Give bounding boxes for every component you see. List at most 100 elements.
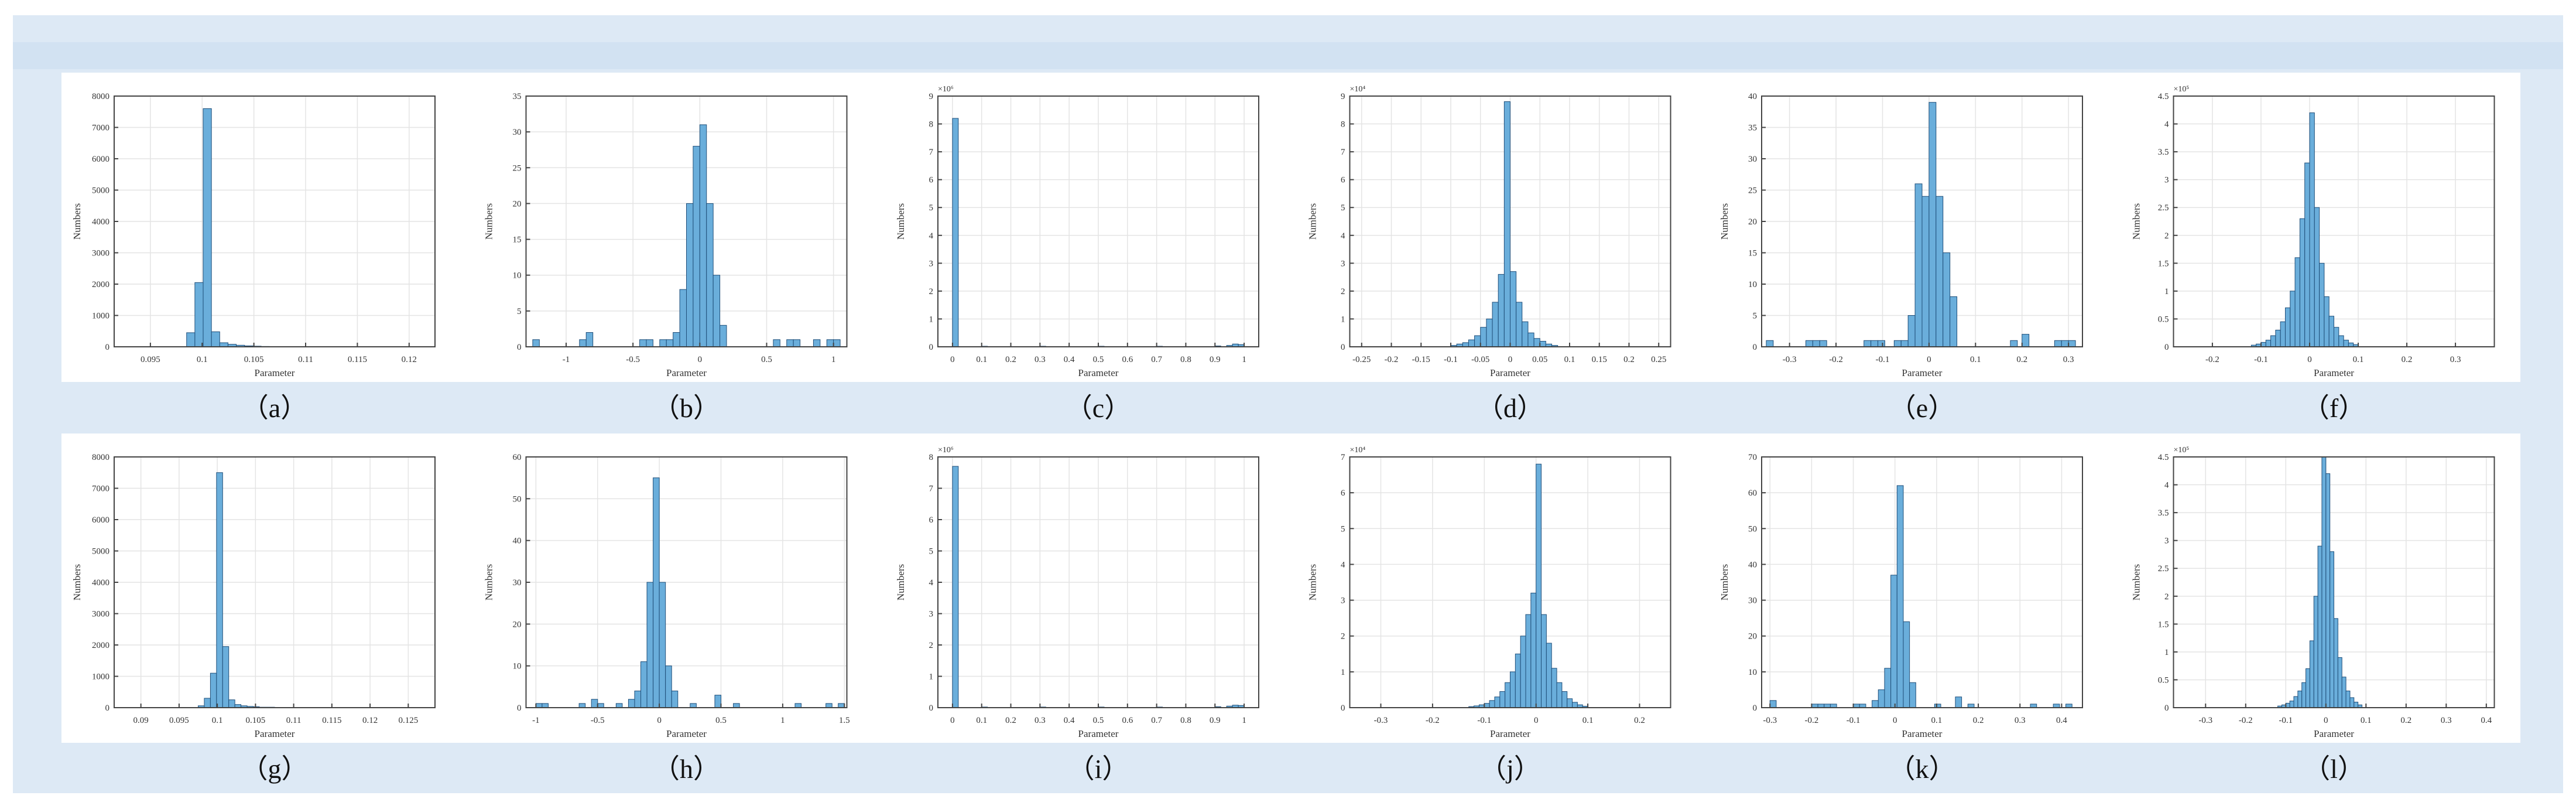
x-axis-label: Parameter [255,728,295,739]
y-tick-label: 0 [105,704,110,713]
histogram-bar [585,332,594,347]
histogram-bar [216,472,223,708]
histogram-bar [542,703,549,708]
y-axis-label: Numbers [2131,564,2142,600]
histogram-bar [1561,691,1568,708]
histogram-bar [1567,698,1573,708]
y-tick-label: 30 [1748,155,1757,164]
histogram-bar [1903,621,1910,708]
x-tick-label: -0.5 [626,355,640,364]
histogram-bar [532,339,540,347]
y-tick-label: 35 [1748,124,1757,133]
x-tick-label: 0 [698,355,703,364]
histogram-bar [1921,196,1930,347]
histogram-bar [838,703,845,708]
histogram-bar [2010,340,2018,347]
histogram-bar [1871,340,1879,347]
y-exponent-label: ×10⁶ [938,85,954,94]
histogram-bar [1468,339,1475,347]
x-tick-label: 0.12 [362,716,378,725]
y-tick-label: 4 [1341,231,1345,241]
x-tick-label: 0.105 [246,716,266,725]
histogram-bar [2054,340,2062,347]
y-tick-label: 0 [1341,704,1345,713]
histogram-bar [1510,671,1516,708]
histogram-bar [1515,653,1521,708]
histogram-bar [2304,162,2310,347]
histogram-bar [1492,302,1499,347]
y-tick-label: 25 [513,163,522,173]
y-tick-label: 15 [1748,249,1757,258]
x-tick-label: 0 [1927,355,1931,364]
x-tick-label: -0.3 [1374,716,1388,725]
x-axis-label: Parameter [2314,367,2354,378]
y-tick-label: 30 [1748,596,1757,606]
histogram-bar [1525,614,1532,708]
histogram-bar [720,325,727,347]
histogram-bar [1505,682,1511,708]
histogram-chart: -0.3 -0.2 -0.1 0 0.1 0.2 0.3 0.4 0 10 20 30 40 50 60 70… [1719,453,2083,739]
histogram-bar [1766,340,1774,347]
histogram-bar [833,339,841,347]
x-tick-label: 0.15 [1592,355,1607,364]
histogram-bar [2343,340,2349,347]
x-tick-label: 0.1 [197,355,208,364]
y-tick-label: 40 [1748,560,1757,569]
x-tick-label: 0.4 [2056,716,2067,725]
y-tick-label: 7000 [92,484,109,494]
x-tick-label: 0.095 [141,355,160,364]
histogram-bar [535,703,543,708]
y-tick-label: 2.5 [2158,564,2169,574]
y-tick-label: 20 [1748,217,1757,227]
y-tick-label: 1.5 [2158,620,2169,629]
x-tick-label: 0.6 [1122,355,1133,364]
y-exponent-label: ×10⁶ [938,446,954,455]
y-axis-label: Numbers [71,203,83,240]
x-axis-label: Parameter [1490,728,1530,739]
histogram-bar [2068,340,2076,347]
y-tick-label: 5000 [92,547,109,557]
histogram-chart: -0.3 -0.2 -0.1 0 0.1 0.2 0 1 2 3 4 5 6 7 ×10⁴ Parameter… [1307,446,1671,739]
histogram-bar [1484,703,1490,708]
histogram-chart: -1 -0.5 0 0.5 105101520253035ParameterNumber… [484,92,848,378]
histogram-bar [219,342,228,347]
y-tick-label: 7 [1341,148,1345,157]
figure-header-band [13,42,2563,69]
histogram-bar [2337,657,2342,708]
histogram-bar [194,282,204,347]
histogram-bar [952,118,959,347]
x-tick-label: 0.2 [1005,716,1016,725]
y-tick-label: 0 [929,343,934,352]
histogram-bar [2341,677,2347,708]
x-tick-label: 0.095 [169,716,189,725]
x-tick-label: 0.5 [761,355,772,364]
histogram-chart: 0.09 0.095 0.1 0.105 0.11 0.115 0.12 0.125 0 1000… [71,453,436,739]
y-tick-label: 25 [1748,186,1757,196]
x-tick-label: 0 [1508,355,1513,364]
x-tick-label: 0.7 [1151,355,1162,364]
histogram-bar [665,665,672,708]
histogram-chart: -0.3 -0.2 -0.1 0 0.1 0.2 0.3 0 5 10 15 20 25 30 35 40 Pa… [1719,92,2083,378]
x-tick-label: -0.2 [1805,716,1819,725]
histogram-bar [2334,327,2339,347]
histogram-bar [211,331,220,347]
histogram-bar [1955,697,1962,708]
y-exponent-label: ×10⁴ [1350,446,1366,455]
x-tick-label: 0.1 [1564,355,1575,364]
y-tick-label: 0 [1341,343,1345,352]
histogram-bar [2061,340,2069,347]
histogram-bar [2338,335,2344,347]
histogram-bar [2330,551,2334,708]
histogram-bar [1896,485,1904,708]
subfigure-caption: （d） [1477,393,1544,423]
histogram-chart: 0 0.1 0.2 0.3 0.4 0.5 0.6 0.7 0.8 0.9 1 0 1 2 3 4 5 6 7 8 9 ×… [895,85,1259,378]
x-tick-label: -0.3 [2198,716,2212,725]
histogram-bar [1812,340,1820,347]
histogram-bar [1943,252,1951,347]
histogram-bar [1556,682,1563,708]
x-tick-label: 0.2 [1973,716,1984,725]
histogram-bar [1503,101,1510,347]
histogram-bar [2325,473,2331,708]
x-tick-label: 0.1 [2353,355,2364,364]
